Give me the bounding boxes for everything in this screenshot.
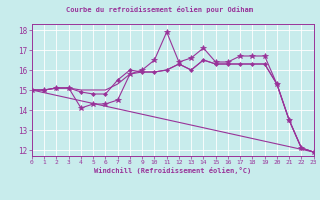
X-axis label: Windchill (Refroidissement éolien,°C): Windchill (Refroidissement éolien,°C) xyxy=(94,167,252,174)
Text: Courbe du refroidissement éolien pour Odiham: Courbe du refroidissement éolien pour Od… xyxy=(67,6,253,13)
